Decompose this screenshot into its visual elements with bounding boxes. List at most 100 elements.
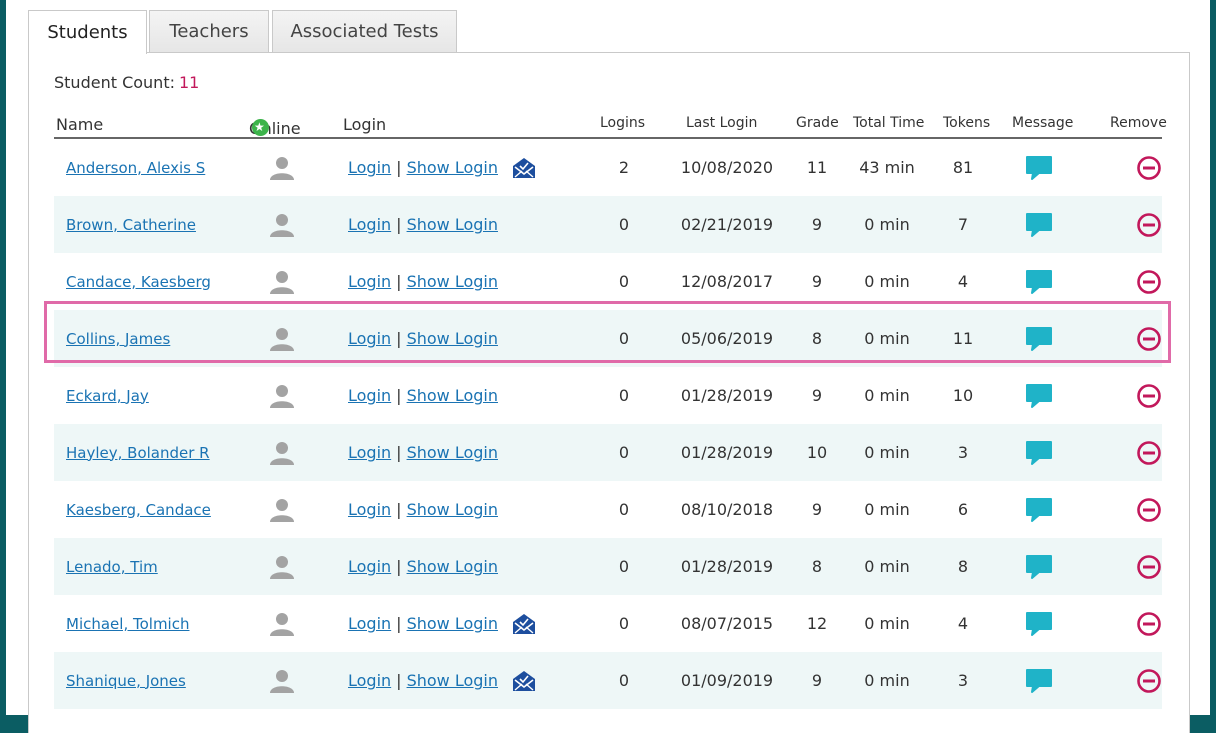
remove-icon[interactable]: [1136, 155, 1162, 181]
last-login-value: 12/08/2017: [680, 272, 774, 291]
message-cell: [1025, 538, 1053, 595]
student-name-link[interactable]: Shanique, Jones: [66, 671, 186, 690]
message-icon[interactable]: [1025, 383, 1053, 409]
student-name-link[interactable]: Michael, Tolmich: [66, 614, 190, 633]
tokens-value: 4: [957, 272, 969, 291]
show-login-link[interactable]: Show Login: [406, 614, 498, 633]
online-status: [269, 595, 295, 652]
message-icon[interactable]: [1025, 668, 1053, 694]
email-sent-icon[interactable]: [512, 157, 536, 179]
student-name-link[interactable]: Lenado, Tim: [66, 557, 158, 576]
tab-associated-tests[interactable]: Associated Tests: [272, 10, 457, 52]
message-icon[interactable]: [1025, 497, 1053, 523]
user-offline-icon: [269, 440, 295, 466]
col-logins[interactable]: Logins: [600, 115, 646, 131]
student-name-link[interactable]: Kaesberg, Candace: [66, 500, 211, 519]
message-cell: [1025, 196, 1053, 253]
login-cell: Login | Show Login: [348, 538, 498, 595]
col-last-login[interactable]: Last Login: [686, 115, 758, 131]
student-name-link[interactable]: Eckard, Jay: [66, 386, 149, 405]
login-link[interactable]: Login: [348, 215, 392, 234]
message-icon[interactable]: [1025, 269, 1053, 295]
remove-cell: [1136, 652, 1162, 709]
message-icon[interactable]: [1025, 440, 1053, 466]
student-name-cell: Kaesberg, Candace: [66, 481, 211, 538]
online-status: [269, 139, 295, 196]
student-name-link[interactable]: Hayley, Bolander R: [66, 443, 210, 462]
logins-value: 0: [618, 329, 630, 348]
login-link[interactable]: Login: [348, 614, 392, 633]
table-header: Name Online Login Logins Last Login Grad…: [54, 111, 1167, 139]
table-row: Shanique, Jones Login | Show Login 0 01/09/20…: [54, 652, 1162, 709]
email-sent-icon[interactable]: [512, 613, 536, 635]
show-login-link[interactable]: Show Login: [406, 158, 498, 177]
login-separator: |: [396, 500, 402, 519]
message-icon[interactable]: [1025, 212, 1053, 238]
remove-icon[interactable]: [1136, 554, 1162, 580]
login-link[interactable]: Login: [348, 500, 392, 519]
login-link[interactable]: Login: [348, 671, 392, 690]
grade-value: 9: [811, 272, 823, 291]
message-cell: [1025, 139, 1053, 196]
login-link[interactable]: Login: [348, 557, 392, 576]
total-time-value: 0 min: [864, 386, 910, 405]
col-tokens[interactable]: Tokens: [943, 115, 991, 131]
table-row: Brown, Catherine Login | Show Login 0 02/21/2…: [54, 196, 1162, 253]
table-row: Eckard, Jay Login | Show Login 0 01/28/2019 9 0…: [54, 367, 1162, 424]
col-login: Login: [343, 115, 387, 134]
show-login-link[interactable]: Show Login: [406, 215, 498, 234]
tab-students[interactable]: Students: [28, 10, 147, 54]
show-login-link[interactable]: Show Login: [406, 671, 498, 690]
student-name-link[interactable]: Anderson, Alexis S: [66, 158, 206, 177]
total-time-value: 0 min: [864, 443, 910, 462]
grade-value: 8: [811, 557, 823, 576]
remove-icon[interactable]: [1136, 326, 1162, 352]
col-name[interactable]: Name: [56, 115, 104, 134]
show-login-link[interactable]: Show Login: [406, 557, 498, 576]
message-icon[interactable]: [1025, 155, 1053, 181]
login-link[interactable]: Login: [348, 386, 392, 405]
email-sent-icon[interactable]: [512, 670, 536, 692]
login-link[interactable]: Login: [348, 329, 392, 348]
total-time-value: 0 min: [864, 215, 910, 234]
remove-icon[interactable]: [1136, 611, 1162, 637]
login-cell: Login | Show Login: [348, 253, 498, 310]
remove-icon[interactable]: [1136, 269, 1162, 295]
student-name-link[interactable]: Candace, Kaesberg: [66, 272, 211, 291]
remove-icon[interactable]: [1136, 383, 1162, 409]
user-offline-icon: [269, 668, 295, 694]
login-separator: |: [396, 386, 402, 405]
message-cell: [1025, 367, 1053, 424]
login-link[interactable]: Login: [348, 158, 392, 177]
remove-icon[interactable]: [1136, 668, 1162, 694]
user-offline-icon: [269, 326, 295, 352]
login-cell: Login | Show Login: [348, 139, 536, 196]
remove-cell: [1136, 253, 1162, 310]
last-login-value: 05/06/2019: [680, 329, 774, 348]
login-link[interactable]: Login: [348, 272, 392, 291]
col-total-time[interactable]: Total Time: [853, 115, 925, 131]
message-icon[interactable]: [1025, 611, 1053, 637]
logins-value: 0: [618, 272, 630, 291]
tokens-value: 11: [952, 329, 974, 348]
login-link[interactable]: Login: [348, 443, 392, 462]
remove-icon[interactable]: [1136, 497, 1162, 523]
remove-icon[interactable]: [1136, 212, 1162, 238]
col-grade[interactable]: Grade: [796, 115, 839, 131]
message-icon[interactable]: [1025, 326, 1053, 352]
show-login-link[interactable]: Show Login: [406, 272, 498, 291]
remove-cell: [1136, 310, 1162, 367]
message-icon[interactable]: [1025, 554, 1053, 580]
tab-teachers[interactable]: Teachers: [149, 10, 269, 52]
remove-icon[interactable]: [1136, 440, 1162, 466]
show-login-link[interactable]: Show Login: [406, 329, 498, 348]
student-name-link[interactable]: Collins, James: [66, 329, 171, 348]
student-name-link[interactable]: Brown, Catherine: [66, 215, 196, 234]
show-login-link[interactable]: Show Login: [406, 500, 498, 519]
tokens-value: 10: [952, 386, 974, 405]
show-login-link[interactable]: Show Login: [406, 386, 498, 405]
show-login-link[interactable]: Show Login: [406, 443, 498, 462]
online-status: [269, 253, 295, 310]
login-cell: Login | Show Login: [348, 652, 536, 709]
grade-value: 9: [811, 215, 823, 234]
